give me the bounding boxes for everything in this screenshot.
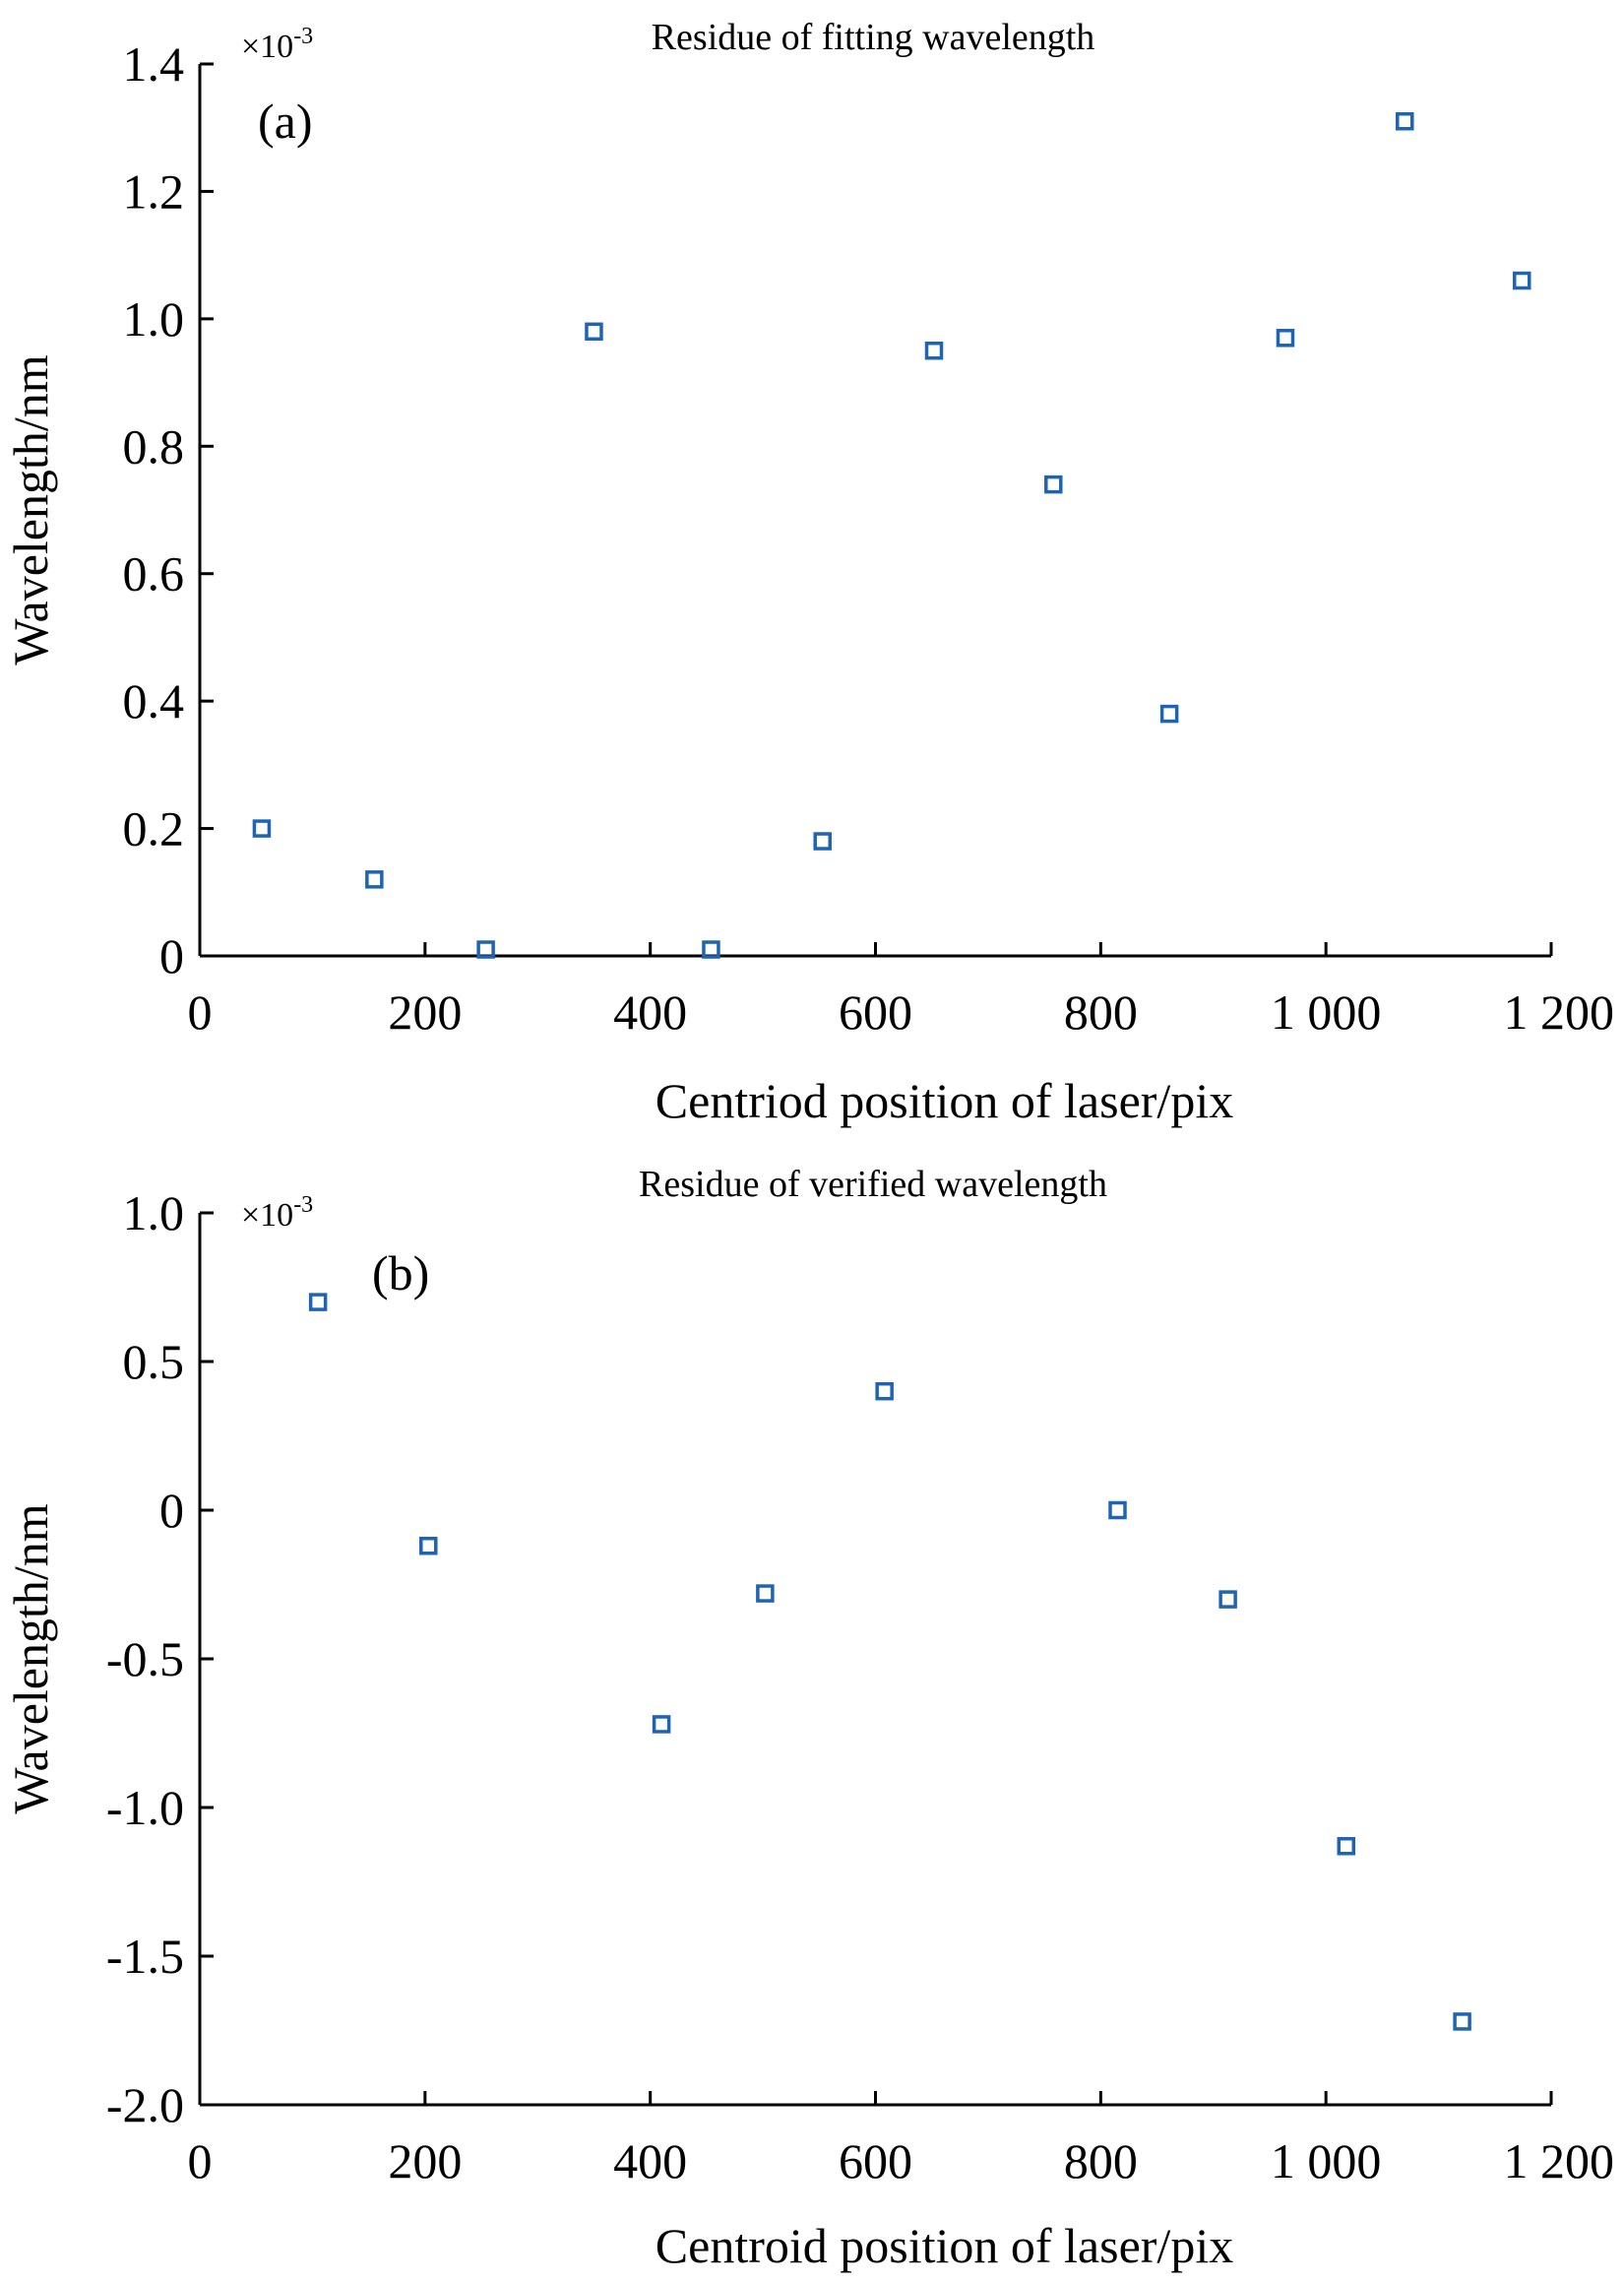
y-tick-label: 0.8: [123, 418, 185, 474]
x-tick-label: 600: [839, 984, 912, 1040]
data-point: [1218, 1590, 1237, 1609]
x-tick-label: 0: [188, 2133, 213, 2188]
y-tick-label: 1.4: [123, 36, 185, 92]
data-point: [756, 1584, 775, 1603]
y-tick-label: 0.6: [123, 546, 185, 602]
x-tick-label: 1 200: [1504, 984, 1615, 1040]
data-point: [1108, 1500, 1127, 1520]
x-tick-label: 1 000: [1271, 2133, 1382, 2188]
x-tick-label: 200: [388, 984, 462, 1040]
x-tick-label: 400: [613, 2133, 687, 2188]
chart-panel-b: 0 200 400 600 800 1 000 1 200 -2.0 -1.5 -1.0 -0.5 0…: [3, 1164, 1614, 2273]
data-point: [1337, 1837, 1356, 1856]
y-tick-label: 0: [159, 928, 184, 983]
y-multiplier: ×10-3: [241, 24, 313, 65]
data-point: [652, 1715, 671, 1734]
y-tick-label: 0.2: [123, 801, 185, 856]
x-tick-label: 400: [613, 984, 687, 1040]
data-point: [1396, 111, 1414, 131]
y-tick-label: 0.5: [123, 1334, 185, 1389]
x-tick-label: 200: [388, 2133, 462, 2188]
data-point: [813, 832, 832, 851]
y-axis-title: Wavelength/nm: [3, 354, 58, 665]
y-tick-label: 1.0: [123, 291, 185, 347]
data-point: [476, 940, 495, 959]
y-tick-label: 0.4: [123, 673, 185, 729]
chart-title: Residue of fitting wavelength: [652, 17, 1095, 58]
data-point: [585, 322, 603, 342]
x-tick-label: 0: [188, 984, 213, 1040]
data-point: [702, 940, 720, 959]
data-point: [1453, 2012, 1471, 2031]
data-point: [252, 819, 272, 838]
data-point: [419, 1536, 438, 1555]
data-point: [875, 1381, 894, 1401]
x-tick-label: 800: [1064, 2133, 1138, 2188]
y-tick-label: 1.0: [123, 1185, 185, 1240]
x-axis-title: Centroid position of laser/pix: [656, 2218, 1233, 2273]
data-point: [924, 341, 944, 360]
y-tick-label: -2.0: [106, 2077, 184, 2132]
x-tick-label: 800: [1064, 984, 1138, 1040]
y-multiplier: ×10-3: [241, 1192, 313, 1234]
y-axis-title: Wavelength/nm: [3, 1503, 58, 1813]
chart-title: Residue of verified wavelength: [639, 1164, 1107, 1205]
data-point: [1159, 704, 1179, 724]
data-point: [1276, 329, 1295, 348]
data-point: [308, 1293, 328, 1311]
x-tick-label: 1 200: [1504, 2133, 1615, 2188]
x-tick-label: 600: [839, 2133, 912, 2188]
x-tick-label: 1 000: [1271, 984, 1382, 1040]
y-tick-label: 1.2: [123, 163, 185, 219]
data-point: [1513, 271, 1531, 290]
panel-label: (a): [258, 94, 313, 149]
data-point: [1044, 475, 1063, 494]
x-axis-title: Centriod position of laser/pix: [656, 1073, 1233, 1128]
y-tick-label: -1.0: [106, 1780, 184, 1835]
y-tick-label: 0: [159, 1483, 184, 1538]
panel-label: (b): [372, 1245, 429, 1300]
y-tick-label: -1.5: [106, 1929, 184, 1984]
y-tick-label: -0.5: [106, 1631, 184, 1686]
chart-panel-a: 0 200 400 600 800 1 000 1 200 0 0.2 0.4 0.6 0.8 1.0 1…: [3, 17, 1614, 1128]
data-point: [365, 870, 384, 889]
